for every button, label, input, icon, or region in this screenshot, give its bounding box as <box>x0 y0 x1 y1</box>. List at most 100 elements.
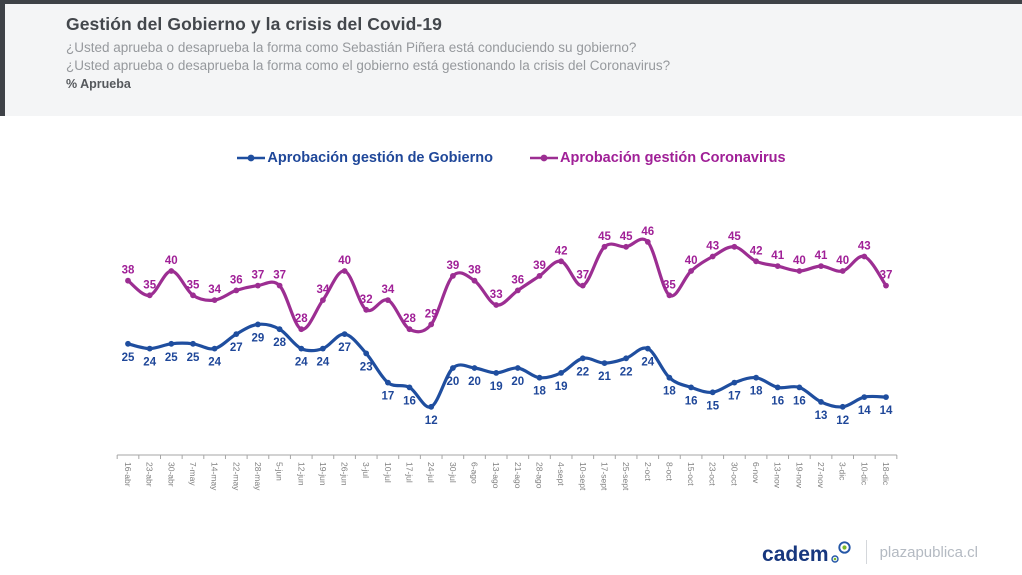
coronavirus-point-marker <box>146 292 153 299</box>
gobierno-point-marker <box>320 345 326 352</box>
x-tick-label: 19-jun <box>318 462 328 486</box>
x-tick-label: 8-oct <box>664 462 674 482</box>
coronavirus-data-label: 38 <box>122 265 135 277</box>
x-tick-label: 19-nov <box>794 462 804 489</box>
coronavirus-data-label: 36 <box>511 274 524 286</box>
coronavirus-data-label: 39 <box>447 260 460 272</box>
gobierno-data-label: 22 <box>576 366 589 378</box>
x-tick-label: 4-sept <box>556 462 566 486</box>
coronavirus-point-marker <box>883 282 889 289</box>
coronavirus-point-marker <box>623 243 629 250</box>
gobierno-data-label: 16 <box>685 395 698 407</box>
line-marker-purple-icon <box>529 154 558 162</box>
gobierno-point-marker <box>839 403 846 410</box>
coronavirus-point-marker <box>168 268 175 274</box>
x-tick-label: 30-abr <box>166 462 176 487</box>
coronavirus-data-label: 40 <box>338 255 351 267</box>
cadem-logo: cadem <box>762 539 853 565</box>
coronavirus-point-marker <box>753 258 759 265</box>
coronavirus-point-marker <box>688 268 694 274</box>
gobierno-point-marker <box>190 340 196 347</box>
legend-label-coronavirus: Aprobación gestión Coronavirus <box>559 150 786 166</box>
x-tick-label: 3-jul <box>361 462 371 478</box>
x-tick-label: 10-sept <box>578 462 588 491</box>
x-tick-label: 5-jun <box>275 462 285 481</box>
x-tick-label: 16-abr <box>123 462 133 487</box>
x-tick-label: 3-dic <box>838 462 848 481</box>
coronavirus-data-label: 45 <box>598 231 611 243</box>
x-tick-label: 22-may <box>231 462 241 491</box>
gobierno-data-label: 14 <box>880 405 893 417</box>
gobierno-point-marker <box>385 379 391 386</box>
gobierno-point-marker <box>709 389 716 396</box>
coronavirus-point-marker <box>579 282 586 289</box>
x-tick-label: 23-abr <box>145 462 155 487</box>
gobierno-data-label: 24 <box>143 357 156 369</box>
coronavirus-point-marker <box>255 282 261 289</box>
gobierno-point-marker <box>298 345 305 352</box>
gobierno-data-label: 23 <box>360 361 373 373</box>
gobierno-point-marker <box>601 360 608 366</box>
x-tick-label: 13-ago <box>491 462 501 489</box>
coronavirus-point-marker <box>125 277 131 284</box>
gobierno-point-marker <box>731 379 738 386</box>
coronavirus-data-label: 38 <box>468 265 481 277</box>
coronavirus-point-marker <box>709 253 716 260</box>
gobierno-point-marker <box>753 374 759 381</box>
gobierno-data-label: 18 <box>533 386 546 398</box>
coronavirus-data-label: 42 <box>750 245 763 257</box>
gobierno-point-marker <box>493 370 500 376</box>
gobierno-data-label: 24 <box>317 357 330 369</box>
gobierno-data-label: 18 <box>750 386 763 398</box>
gobierno-data-label: 28 <box>273 337 286 349</box>
report-footer: cadem plazapublica.cl <box>762 535 978 569</box>
gobierno-point-marker <box>211 345 218 352</box>
coronavirus-data-label: 41 <box>815 250 828 262</box>
gobierno-point-marker <box>558 370 564 376</box>
coronavirus-point-marker <box>644 239 651 245</box>
coronavirus-point-marker <box>818 263 824 269</box>
gobierno-point-marker <box>233 331 240 337</box>
x-tick-label: 17-sept <box>599 462 609 491</box>
legend-item-gobierno: Aprobación gestión de Gobierno <box>236 150 493 166</box>
x-tick-label: 28-may <box>253 462 263 491</box>
coronavirus-data-label: 43 <box>706 241 719 253</box>
gobierno-data-label: 17 <box>728 391 741 403</box>
coronavirus-data-label: 40 <box>685 255 698 267</box>
gobierno-data-label: 22 <box>620 366 633 378</box>
gobierno-data-label: 14 <box>858 405 871 417</box>
gobierno-data-label: 25 <box>187 352 200 364</box>
gobierno-point-marker <box>861 394 868 400</box>
coronavirus-point-marker <box>298 326 305 333</box>
x-tick-label: 12-jun <box>296 462 306 486</box>
coronavirus-data-label: 37 <box>576 270 589 282</box>
x-tick-label: 30-jul <box>448 462 458 483</box>
x-tick-label: 6-ago <box>470 462 480 484</box>
coronavirus-data-label: 43 <box>858 241 871 253</box>
gobierno-data-label: 12 <box>836 415 849 427</box>
coronavirus-data-label: 34 <box>208 284 221 296</box>
coronavirus-point-marker <box>406 326 413 333</box>
coronavirus-data-label: 35 <box>663 279 676 291</box>
gobierno-data-label: 12 <box>425 415 438 427</box>
x-tick-label: 26-jun <box>340 462 350 486</box>
gobierno-data-label: 15 <box>706 400 719 412</box>
coronavirus-data-label: 42 <box>555 245 568 257</box>
coronavirus-point-marker <box>190 292 196 299</box>
x-tick-label: 2-oct <box>643 462 653 482</box>
gobierno-data-label: 16 <box>771 395 784 407</box>
coronavirus-data-label: 28 <box>295 313 308 325</box>
coronavirus-point-marker <box>450 273 456 279</box>
gobierno-point-marker <box>428 403 435 410</box>
x-tick-label: 6-nov <box>751 462 761 484</box>
coronavirus-point-marker <box>536 273 543 279</box>
gobierno-data-label: 20 <box>511 376 524 388</box>
metric-label: % Aprueba <box>66 77 131 91</box>
coronavirus-data-label: 40 <box>836 255 849 267</box>
gobierno-data-label: 27 <box>338 342 351 354</box>
gobierno-data-label: 19 <box>555 381 568 393</box>
coronavirus-data-label: 37 <box>273 270 286 282</box>
coronavirus-point-marker <box>233 287 240 294</box>
coronavirus-data-label: 34 <box>382 284 395 296</box>
